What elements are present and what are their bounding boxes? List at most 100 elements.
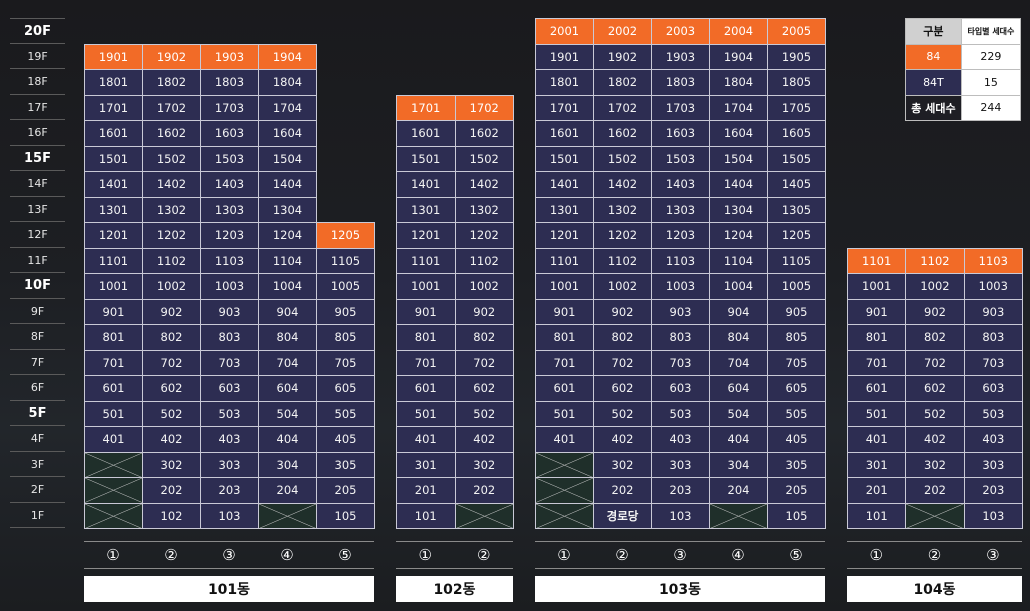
unit-cell[interactable]: 1505 [767, 145, 826, 172]
unit-cell[interactable]: 703 [200, 349, 259, 376]
unit-cell[interactable]: 601 [535, 375, 594, 402]
unit-cell[interactable]: 1203 [200, 222, 259, 249]
unit-cell[interactable]: 502 [142, 400, 201, 427]
unit-cell[interactable]: 1103 [651, 247, 710, 274]
unit-cell[interactable]: 1401 [396, 171, 456, 198]
unit-cell[interactable]: 1403 [200, 171, 259, 198]
unit-cell[interactable]: 302 [905, 451, 965, 478]
unit-cell[interactable]: 1301 [84, 196, 143, 223]
unit-cell[interactable]: 1101 [535, 247, 594, 274]
unit-cell[interactable]: 804 [709, 324, 768, 351]
unit-cell[interactable]: 904 [258, 298, 317, 325]
unit-cell[interactable]: 602 [593, 375, 652, 402]
unit-cell[interactable]: 101 [847, 502, 907, 529]
unit-cell[interactable]: 504 [258, 400, 317, 427]
unit-cell[interactable]: 1703 [651, 94, 710, 121]
unit-cell[interactable]: 1404 [258, 171, 317, 198]
unit-cell[interactable]: 1304 [709, 196, 768, 223]
unit-cell[interactable]: 1702 [593, 94, 652, 121]
unit-cell[interactable]: 1401 [84, 171, 143, 198]
unit-cell[interactable]: 1504 [258, 145, 317, 172]
unit-cell[interactable]: 301 [396, 451, 456, 478]
unit-cell[interactable]: 1002 [454, 273, 514, 300]
unit-cell[interactable]: 1904 [258, 43, 317, 70]
unit-cell[interactable]: 604 [709, 375, 768, 402]
unit-cell[interactable]: 801 [396, 324, 456, 351]
unit-cell[interactable]: 702 [593, 349, 652, 376]
unit-cell[interactable]: 1005 [316, 273, 375, 300]
unit-cell[interactable]: 103 [963, 502, 1023, 529]
unit-cell[interactable]: 404 [258, 426, 317, 453]
unit-cell[interactable]: 1804 [258, 69, 317, 96]
unit-cell[interactable]: 1102 [593, 247, 652, 274]
unit-cell[interactable]: 1805 [767, 69, 826, 96]
unit-cell[interactable]: 804 [258, 324, 317, 351]
unit-cell[interactable]: 1701 [396, 94, 456, 121]
unit-cell[interactable]: 203 [200, 477, 259, 504]
unit-cell[interactable]: 2003 [651, 18, 710, 45]
unit-cell[interactable]: 1403 [651, 171, 710, 198]
unit-cell[interactable]: 2005 [767, 18, 826, 45]
unit-cell[interactable]: 1903 [200, 43, 259, 70]
unit-cell[interactable]: 1604 [709, 120, 768, 147]
unit-cell[interactable]: 1103 [200, 247, 259, 274]
unit-cell[interactable]: 205 [316, 477, 375, 504]
unit-cell[interactable]: 1201 [535, 222, 594, 249]
unit-cell[interactable]: 401 [84, 426, 143, 453]
unit-cell[interactable]: 1602 [454, 120, 514, 147]
unit-cell[interactable]: 1503 [200, 145, 259, 172]
unit-cell[interactable]: 1003 [963, 273, 1023, 300]
unit-cell[interactable]: 402 [142, 426, 201, 453]
unit-cell[interactable]: 105 [767, 502, 826, 529]
unit-cell[interactable]: 1601 [396, 120, 456, 147]
unit-cell[interactable]: 1405 [767, 171, 826, 198]
unit-cell[interactable]: 1002 [905, 273, 965, 300]
unit-cell[interactable]: 1701 [84, 94, 143, 121]
unit-cell[interactable]: 1003 [651, 273, 710, 300]
senior-center-cell[interactable]: 경로당 [593, 502, 652, 529]
unit-cell[interactable]: 1202 [454, 222, 514, 249]
unit-cell[interactable]: 1501 [535, 145, 594, 172]
unit-cell[interactable]: 1104 [258, 247, 317, 274]
unit-cell[interactable]: 1202 [593, 222, 652, 249]
unit-cell[interactable]: 1802 [593, 69, 652, 96]
unit-cell[interactable]: 701 [84, 349, 143, 376]
unit-cell[interactable]: 505 [316, 400, 375, 427]
unit-cell[interactable]: 1704 [258, 94, 317, 121]
unit-cell[interactable]: 601 [847, 375, 907, 402]
unit-cell[interactable]: 1601 [535, 120, 594, 147]
unit-cell[interactable]: 1104 [709, 247, 768, 274]
unit-cell[interactable]: 1202 [142, 222, 201, 249]
unit-cell[interactable]: 301 [847, 451, 907, 478]
unit-cell[interactable]: 1101 [396, 247, 456, 274]
unit-cell[interactable]: 1901 [535, 43, 594, 70]
unit-cell[interactable]: 1001 [396, 273, 456, 300]
unit-cell[interactable]: 1602 [142, 120, 201, 147]
unit-cell[interactable]: 1203 [651, 222, 710, 249]
unit-cell[interactable]: 1002 [593, 273, 652, 300]
unit-cell[interactable]: 603 [963, 375, 1023, 402]
unit-cell[interactable]: 502 [905, 400, 965, 427]
unit-cell[interactable]: 303 [200, 451, 259, 478]
unit-cell[interactable]: 805 [316, 324, 375, 351]
unit-cell[interactable]: 204 [258, 477, 317, 504]
unit-cell[interactable]: 803 [651, 324, 710, 351]
unit-cell[interactable]: 705 [316, 349, 375, 376]
unit-cell[interactable]: 403 [651, 426, 710, 453]
unit-cell[interactable]: 1501 [84, 145, 143, 172]
unit-cell[interactable]: 901 [847, 298, 907, 325]
unit-cell[interactable]: 1001 [847, 273, 907, 300]
unit-cell[interactable]: 1003 [200, 273, 259, 300]
unit-cell[interactable]: 1502 [142, 145, 201, 172]
unit-cell[interactable]: 501 [396, 400, 456, 427]
unit-cell[interactable]: 1502 [454, 145, 514, 172]
unit-cell[interactable]: 1004 [709, 273, 768, 300]
unit-cell[interactable]: 503 [963, 400, 1023, 427]
unit-cell[interactable]: 101 [396, 502, 456, 529]
unit-cell[interactable]: 801 [535, 324, 594, 351]
unit-cell[interactable]: 1902 [142, 43, 201, 70]
unit-cell[interactable]: 1205 [767, 222, 826, 249]
unit-cell[interactable]: 902 [142, 298, 201, 325]
unit-cell[interactable]: 503 [200, 400, 259, 427]
unit-cell[interactable]: 405 [316, 426, 375, 453]
